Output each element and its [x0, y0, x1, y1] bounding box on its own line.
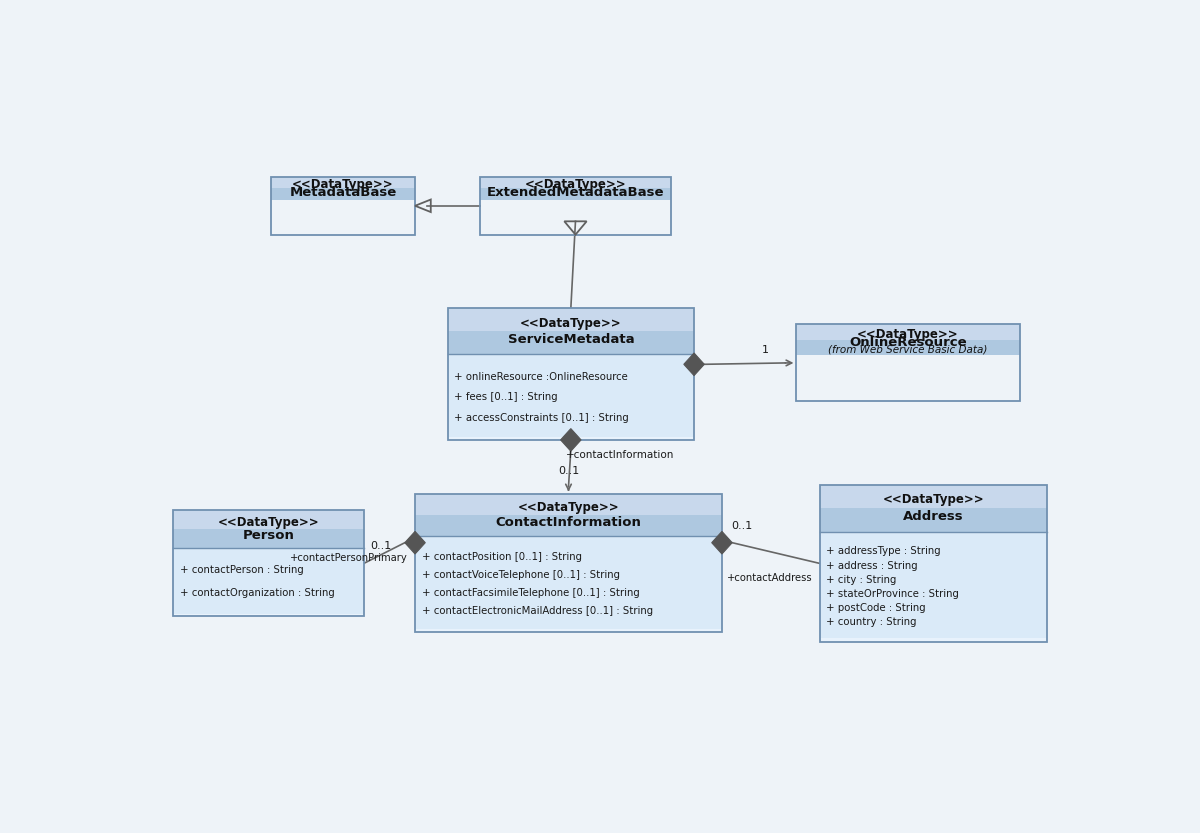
- Text: + stateOrProvince : String: + stateOrProvince : String: [826, 589, 959, 599]
- Text: <<DataType>>: <<DataType>>: [857, 328, 959, 341]
- Text: MetadataBase: MetadataBase: [289, 186, 396, 199]
- Text: 0..1: 0..1: [731, 521, 752, 531]
- Bar: [415, 536, 722, 632]
- Text: + contactOrganization : String: + contactOrganization : String: [180, 588, 335, 598]
- Text: <<DataType>>: <<DataType>>: [883, 493, 984, 506]
- Text: <<DataType>>: <<DataType>>: [517, 501, 619, 514]
- Bar: [173, 511, 364, 616]
- Bar: [415, 629, 722, 632]
- Text: + address : String: + address : String: [826, 561, 918, 571]
- Bar: [271, 188, 415, 200]
- Text: ServiceMetadata: ServiceMetadata: [508, 333, 634, 347]
- Text: ExtendedMetadataBase: ExtendedMetadataBase: [487, 186, 665, 199]
- Text: +contactAddress: +contactAddress: [726, 573, 812, 583]
- Text: + city : String: + city : String: [826, 575, 896, 585]
- Text: 0..1: 0..1: [371, 541, 391, 551]
- Bar: [448, 436, 694, 440]
- Bar: [415, 495, 722, 536]
- Bar: [173, 529, 364, 547]
- Text: <<DataType>>: <<DataType>>: [524, 177, 626, 191]
- Bar: [797, 340, 1020, 355]
- Bar: [820, 532, 1048, 642]
- Text: + contactPerson : String: + contactPerson : String: [180, 566, 304, 576]
- Text: OnlineResource: OnlineResource: [850, 336, 967, 349]
- Text: + postCode : String: + postCode : String: [826, 603, 925, 613]
- Polygon shape: [684, 353, 704, 376]
- Bar: [415, 495, 722, 632]
- Bar: [271, 177, 415, 200]
- Bar: [448, 354, 694, 440]
- Bar: [797, 325, 1020, 402]
- Text: (from Web Service Basic Data): (from Web Service Basic Data): [828, 344, 988, 354]
- Text: 0..1: 0..1: [558, 466, 580, 476]
- Text: + onlineResource :OnlineResource: + onlineResource :OnlineResource: [454, 372, 628, 382]
- Text: Address: Address: [904, 511, 964, 523]
- Bar: [480, 177, 671, 235]
- Bar: [173, 614, 364, 616]
- Text: 1: 1: [762, 345, 769, 355]
- Text: ContactInformation: ContactInformation: [496, 516, 642, 529]
- Text: + accessConstraints [0..1] : String: + accessConstraints [0..1] : String: [454, 412, 629, 422]
- Bar: [797, 325, 1020, 355]
- Bar: [271, 177, 415, 235]
- Bar: [173, 547, 364, 616]
- Text: + country : String: + country : String: [826, 617, 917, 627]
- Bar: [480, 188, 671, 200]
- Text: <<DataType>>: <<DataType>>: [217, 516, 319, 529]
- Bar: [480, 177, 671, 200]
- Bar: [448, 308, 694, 440]
- Text: <<DataType>>: <<DataType>>: [292, 177, 394, 191]
- Bar: [820, 485, 1048, 532]
- Text: + contactElectronicMailAddress [0..1] : String: + contactElectronicMailAddress [0..1] : …: [421, 606, 653, 616]
- Text: <<DataType>>: <<DataType>>: [520, 317, 622, 330]
- Polygon shape: [560, 429, 581, 451]
- Bar: [820, 485, 1048, 642]
- Bar: [173, 511, 364, 547]
- Bar: [820, 508, 1048, 532]
- Bar: [448, 308, 694, 354]
- Text: +contactInformation: +contactInformation: [565, 450, 674, 460]
- Text: + contactFacsimileTelephone [0..1] : String: + contactFacsimileTelephone [0..1] : Str…: [421, 588, 640, 598]
- Bar: [820, 638, 1048, 642]
- Polygon shape: [404, 531, 425, 554]
- Polygon shape: [712, 531, 732, 554]
- Text: + contactPosition [0..1] : String: + contactPosition [0..1] : String: [421, 552, 582, 562]
- Bar: [448, 332, 694, 354]
- Text: +contactPersonPrimary: +contactPersonPrimary: [290, 552, 408, 562]
- Text: Person: Person: [242, 529, 294, 542]
- Bar: [415, 515, 722, 536]
- Text: + contactVoiceTelephone [0..1] : String: + contactVoiceTelephone [0..1] : String: [421, 570, 619, 580]
- Text: + addressType : String: + addressType : String: [826, 546, 941, 556]
- Text: + fees [0..1] : String: + fees [0..1] : String: [454, 392, 558, 402]
